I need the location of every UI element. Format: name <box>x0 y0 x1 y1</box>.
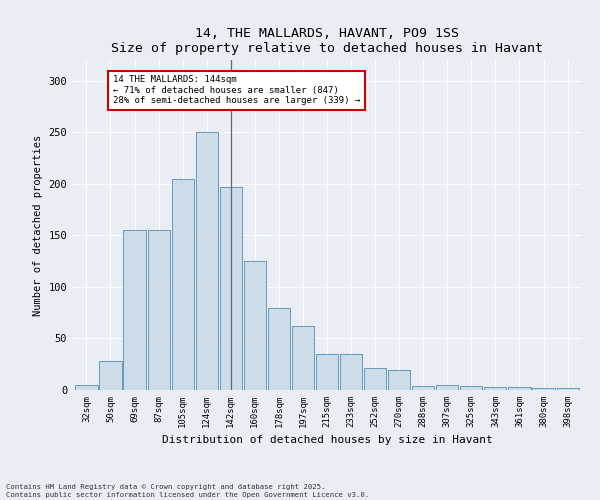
Bar <box>196 132 218 390</box>
Bar <box>244 261 266 390</box>
Bar <box>532 388 554 390</box>
Bar <box>148 230 170 390</box>
X-axis label: Distribution of detached houses by size in Havant: Distribution of detached houses by size … <box>161 436 493 446</box>
Bar <box>484 387 506 390</box>
Bar <box>460 386 482 390</box>
Bar <box>292 326 314 390</box>
Bar <box>412 386 434 390</box>
Bar <box>124 230 146 390</box>
Bar <box>364 368 386 390</box>
Text: Contains HM Land Registry data © Crown copyright and database right 2025.
Contai: Contains HM Land Registry data © Crown c… <box>6 484 369 498</box>
Bar <box>340 354 362 390</box>
Y-axis label: Number of detached properties: Number of detached properties <box>33 134 43 316</box>
Bar <box>220 187 242 390</box>
Bar <box>508 387 530 390</box>
Bar <box>76 385 98 390</box>
Bar <box>557 388 578 390</box>
Bar <box>100 361 122 390</box>
Bar <box>436 385 458 390</box>
Bar <box>388 370 410 390</box>
Bar <box>316 354 338 390</box>
Text: 14 THE MALLARDS: 144sqm
← 71% of detached houses are smaller (847)
28% of semi-d: 14 THE MALLARDS: 144sqm ← 71% of detache… <box>113 76 360 106</box>
Bar <box>172 178 194 390</box>
Title: 14, THE MALLARDS, HAVANT, PO9 1SS
Size of property relative to detached houses i: 14, THE MALLARDS, HAVANT, PO9 1SS Size o… <box>111 26 543 54</box>
Bar <box>268 308 290 390</box>
